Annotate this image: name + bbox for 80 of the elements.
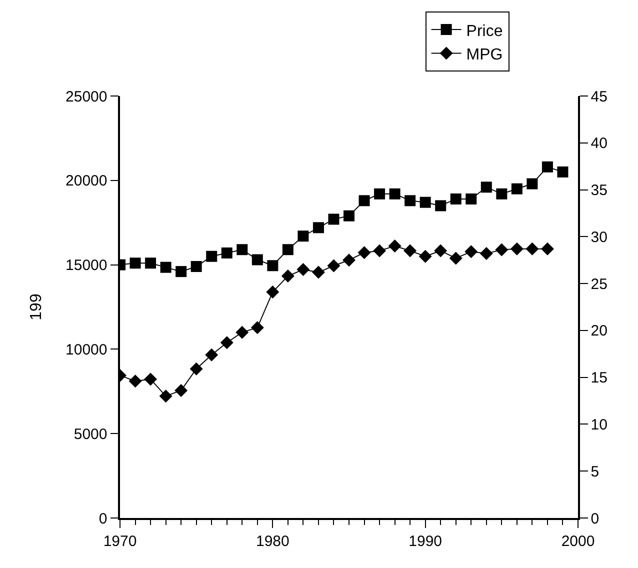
point bbox=[176, 266, 187, 278]
x-tick-label: 1980 bbox=[256, 532, 290, 550]
point bbox=[449, 252, 462, 265]
legend-label: MPG bbox=[466, 46, 503, 64]
point bbox=[358, 246, 371, 260]
point bbox=[220, 336, 234, 350]
y2-tick-label: 25 bbox=[590, 276, 608, 293]
point bbox=[358, 195, 370, 206]
point bbox=[373, 244, 386, 258]
y2-tick-label: 40 bbox=[590, 135, 608, 152]
point bbox=[450, 193, 462, 204]
point bbox=[526, 178, 538, 190]
point bbox=[250, 321, 264, 334]
point bbox=[159, 390, 172, 403]
point bbox=[344, 210, 354, 222]
point bbox=[511, 183, 522, 194]
y2-tick-label: 0 bbox=[590, 510, 600, 528]
point bbox=[328, 214, 340, 225]
point bbox=[266, 286, 280, 298]
point bbox=[496, 188, 508, 200]
point bbox=[190, 260, 202, 272]
y2-tick-label: 20 bbox=[590, 322, 608, 340]
point bbox=[145, 258, 156, 269]
point bbox=[420, 196, 431, 208]
y2-tick-label: 5 bbox=[590, 463, 600, 480]
point bbox=[298, 230, 309, 242]
point bbox=[312, 222, 324, 234]
point bbox=[267, 260, 278, 272]
x-tick-label: 1990 bbox=[408, 532, 442, 550]
y2-tick-label: 35 bbox=[590, 182, 608, 200]
point bbox=[236, 244, 248, 256]
point bbox=[510, 242, 524, 256]
point bbox=[144, 372, 158, 386]
y-tick-label: 5000 bbox=[74, 426, 108, 443]
x-tick-label: 1970 bbox=[103, 532, 137, 550]
point bbox=[205, 348, 218, 362]
point bbox=[252, 254, 263, 266]
y-tick-label: 15000 bbox=[66, 257, 108, 274]
point bbox=[190, 362, 203, 376]
y-tick-label: 0 bbox=[98, 510, 108, 528]
point bbox=[128, 374, 142, 388]
point bbox=[281, 270, 294, 283]
y2-tick-label: 30 bbox=[590, 228, 608, 246]
y-tick-label: 20000 bbox=[66, 172, 108, 190]
point bbox=[540, 242, 554, 256]
y-tick-label: 25000 bbox=[66, 88, 108, 106]
point bbox=[312, 266, 325, 279]
point bbox=[174, 384, 188, 397]
point bbox=[206, 250, 218, 262]
point bbox=[435, 200, 446, 212]
y-axis-title: 199 bbox=[28, 294, 45, 320]
y-tick-label: 10000 bbox=[66, 341, 108, 358]
point bbox=[160, 262, 172, 273]
point bbox=[221, 247, 232, 258]
point bbox=[404, 195, 416, 206]
point bbox=[296, 262, 310, 276]
point bbox=[236, 326, 249, 339]
point bbox=[557, 166, 568, 178]
point bbox=[542, 161, 553, 172]
point bbox=[388, 240, 402, 253]
point bbox=[342, 254, 356, 267]
point bbox=[327, 259, 340, 272]
point bbox=[282, 244, 294, 256]
y2-tick-label: 15 bbox=[590, 370, 608, 387]
point bbox=[434, 244, 448, 258]
y2-tick-label: 10 bbox=[590, 416, 608, 434]
legend-label: Price bbox=[466, 22, 503, 40]
point bbox=[389, 188, 400, 200]
point bbox=[130, 258, 141, 269]
point bbox=[418, 250, 432, 263]
point bbox=[480, 247, 493, 260]
point bbox=[495, 243, 508, 256]
y2-tick-label: 45 bbox=[590, 88, 608, 106]
point bbox=[480, 182, 492, 193]
x-tick-label: 2000 bbox=[561, 532, 595, 550]
point bbox=[374, 188, 386, 200]
point bbox=[526, 242, 539, 256]
point bbox=[466, 193, 477, 204]
point bbox=[404, 244, 417, 258]
point bbox=[464, 245, 478, 258]
